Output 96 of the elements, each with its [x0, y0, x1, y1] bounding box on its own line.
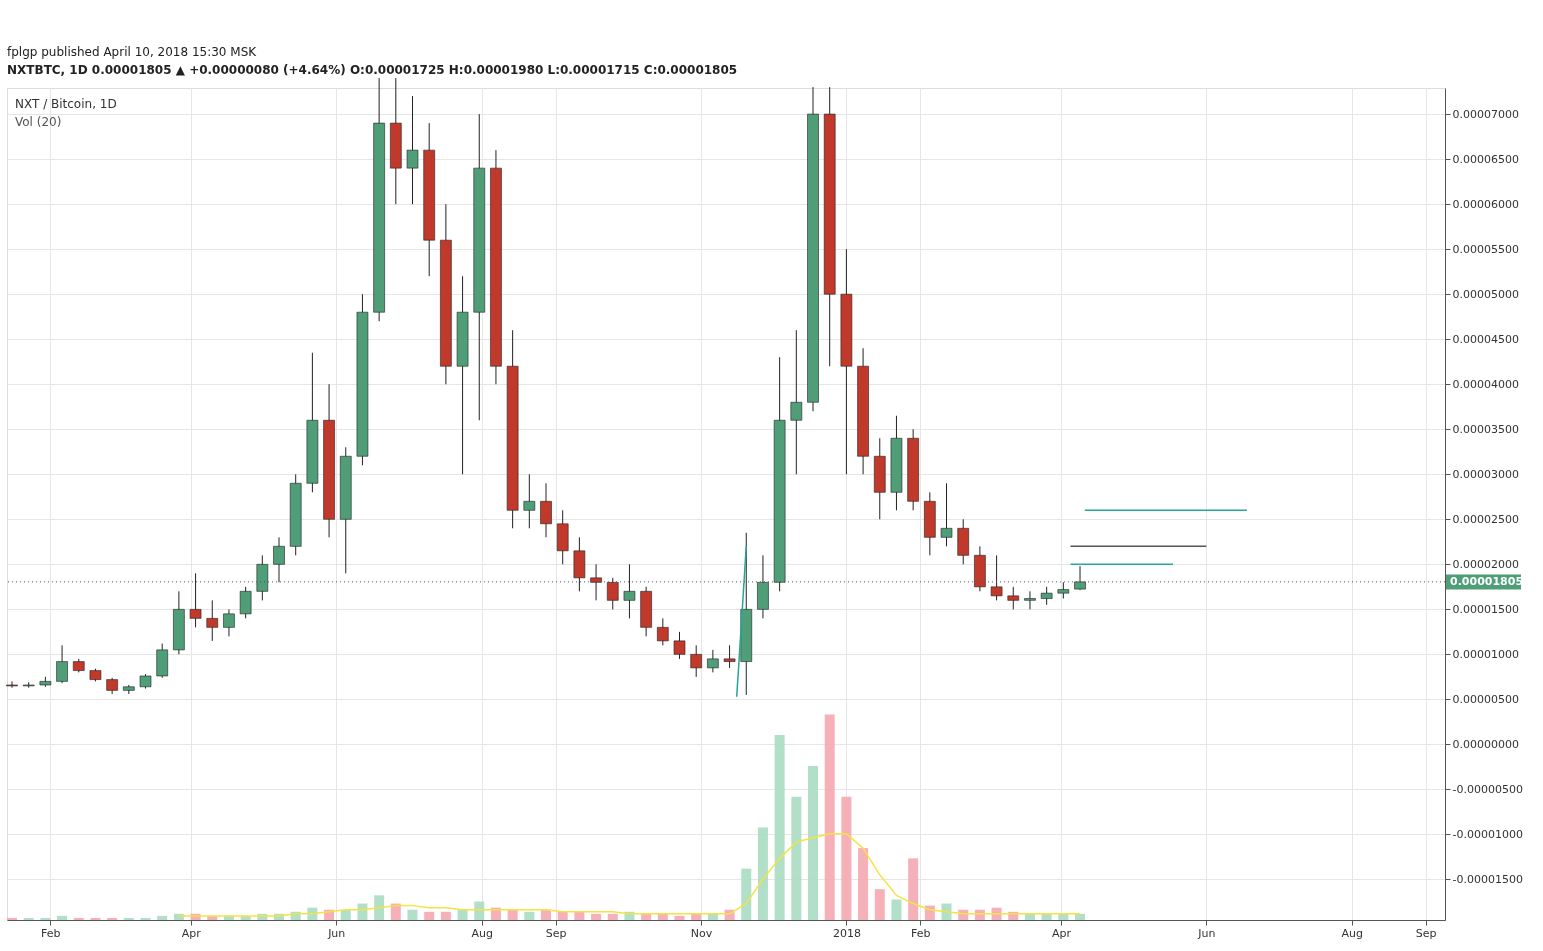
candlestick [707, 649, 719, 673]
bar [7, 917, 17, 920]
candlestick [206, 599, 219, 642]
bar [123, 917, 134, 920]
text: NXT / Bitcoin, 1D [15, 97, 117, 111]
y-tick-label: 0.00003000 [1452, 467, 1519, 481]
bar [858, 848, 869, 920]
bar [157, 915, 168, 920]
x-tick-label: Aug [471, 926, 493, 940]
candlestick [1007, 586, 1020, 610]
bar [891, 899, 902, 920]
bar [57, 915, 68, 920]
x-tick-label: Feb [911, 926, 931, 940]
candlestick [940, 482, 953, 547]
candlestick [6, 680, 18, 689]
text: fplgp published April 10, 2018 15:30 MSK [7, 45, 258, 59]
bar [908, 858, 919, 920]
bar [357, 903, 368, 920]
x-tick-label: 2018 [832, 926, 861, 940]
candlestick [990, 554, 1003, 601]
candlestick [673, 631, 686, 660]
bar [474, 901, 485, 920]
y-tick-label: -0.00001500 [1452, 872, 1523, 886]
bar [140, 917, 151, 920]
y-tick-label: -0.00001000 [1452, 827, 1523, 841]
bar [591, 913, 602, 920]
y-tick-label: 0.00001500 [1452, 602, 1519, 616]
bar [40, 917, 51, 920]
candlestick [523, 473, 536, 529]
candlestick [1024, 590, 1036, 610]
candlestick [406, 95, 419, 205]
bar [524, 911, 535, 920]
bar [507, 909, 518, 920]
x-tick-label: Aug [1341, 926, 1364, 940]
bar [424, 911, 435, 920]
candlestick [690, 644, 702, 678]
candlestick [657, 617, 669, 646]
bar [407, 909, 418, 920]
bar [841, 796, 852, 920]
bar [791, 796, 802, 920]
bar [457, 909, 468, 920]
x-tick-label: Sep [545, 926, 567, 940]
x-tick-label: Jun [1197, 926, 1216, 940]
candlestick [56, 644, 68, 684]
y-tick-label: 0.00004000 [1452, 377, 1519, 391]
y-tick-label: 0.00005500 [1452, 242, 1519, 256]
candlestick [723, 644, 736, 669]
bar [774, 735, 785, 920]
bar [340, 909, 351, 920]
bar [440, 911, 451, 920]
x-tick-label: Apr [181, 926, 202, 940]
x-tick-label: Feb [40, 926, 61, 940]
bar [23, 917, 34, 920]
y-tick-label: 0.00000000 [1452, 737, 1519, 751]
candlestick [540, 482, 552, 538]
bar [757, 827, 768, 920]
bar [107, 917, 118, 920]
candlestick [273, 536, 285, 583]
text: NXTBTC, 1D 0.00001805 ▲ +0.00000080 (+4.64%) O:0.00001725 H:0.00001980 L:0.00001715 C:0.00001805 [7, 63, 738, 77]
bar [741, 868, 752, 920]
bar [73, 917, 84, 920]
candlestick [239, 586, 252, 619]
ref-line-label: 0.00001805 [1450, 574, 1524, 588]
y-tick-label: 0.00003500 [1452, 422, 1519, 436]
y-tick-label: 0.00002000 [1452, 557, 1519, 571]
bar [808, 765, 819, 920]
candlestick [223, 608, 235, 637]
candlestick [606, 577, 619, 610]
candlestick [189, 572, 202, 628]
y-tick-label: 0.00002500 [1452, 512, 1519, 526]
y-tick-label: 0.00004500 [1452, 332, 1519, 346]
x-tick-label: Apr [1051, 926, 1072, 940]
candlestick [590, 563, 602, 601]
y-tick-label: 0.00005000 [1452, 287, 1519, 301]
candlestick [790, 329, 803, 475]
candlestick [1040, 586, 1053, 606]
x-tick-label: Jun [327, 926, 346, 940]
x-tick-label: Nov [690, 926, 713, 940]
bar [374, 895, 385, 920]
y-tick-label: 0.00007000 [1452, 107, 1519, 121]
bar [607, 913, 618, 920]
x-tick-label: Sep [1415, 926, 1437, 940]
candlestick [623, 563, 636, 619]
bar [874, 889, 885, 920]
bar [824, 714, 835, 920]
bar [674, 915, 685, 920]
y-tick-label: 0.00000500 [1452, 692, 1519, 706]
chart-title: Vol (20) [15, 115, 62, 129]
y-tick-label: 0.00001000 [1452, 647, 1519, 661]
candlestick [1074, 565, 1086, 591]
y-tick-label: 0.00006500 [1452, 152, 1519, 166]
bar [541, 909, 552, 920]
bar [90, 917, 101, 920]
y-tick-label: 0.00006000 [1452, 197, 1519, 211]
y-tick-label: -0.00000500 [1452, 782, 1523, 796]
bar [557, 911, 568, 920]
